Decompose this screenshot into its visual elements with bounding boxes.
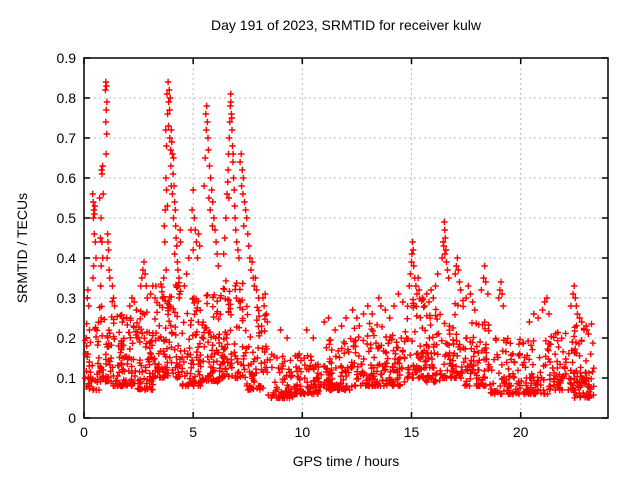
y-tick-label: 0.1 — [56, 370, 76, 386]
y-tick-label: 0.4 — [56, 250, 76, 266]
chart-title: Day 191 of 2023, SRMTID for receiver kul… — [211, 17, 481, 33]
data-points — [81, 78, 597, 402]
y-tick-label: 0.2 — [56, 330, 76, 346]
y-tick-label: 0.8 — [56, 90, 76, 106]
x-tick-label: 5 — [189, 424, 198, 440]
x-tick-label: 0 — [80, 424, 88, 440]
y-tick-label: 0.3 — [56, 290, 76, 306]
axis-ticks — [83, 57, 608, 419]
plot-border — [83, 57, 609, 419]
x-axis-title: GPS time / hours — [292, 453, 400, 469]
y-tick-label: 0.9 — [56, 50, 76, 66]
x-tick-label: 15 — [403, 424, 420, 440]
x-tick-label: 10 — [294, 424, 311, 440]
grid-lines — [84, 58, 608, 418]
y-tick-label: 0.7 — [56, 130, 76, 146]
y-tick-label: 0.5 — [56, 210, 76, 226]
y-tick-label: 0 — [68, 410, 76, 426]
x-tick-label: 20 — [512, 424, 529, 440]
y-tick-label: 0.6 — [56, 170, 76, 186]
